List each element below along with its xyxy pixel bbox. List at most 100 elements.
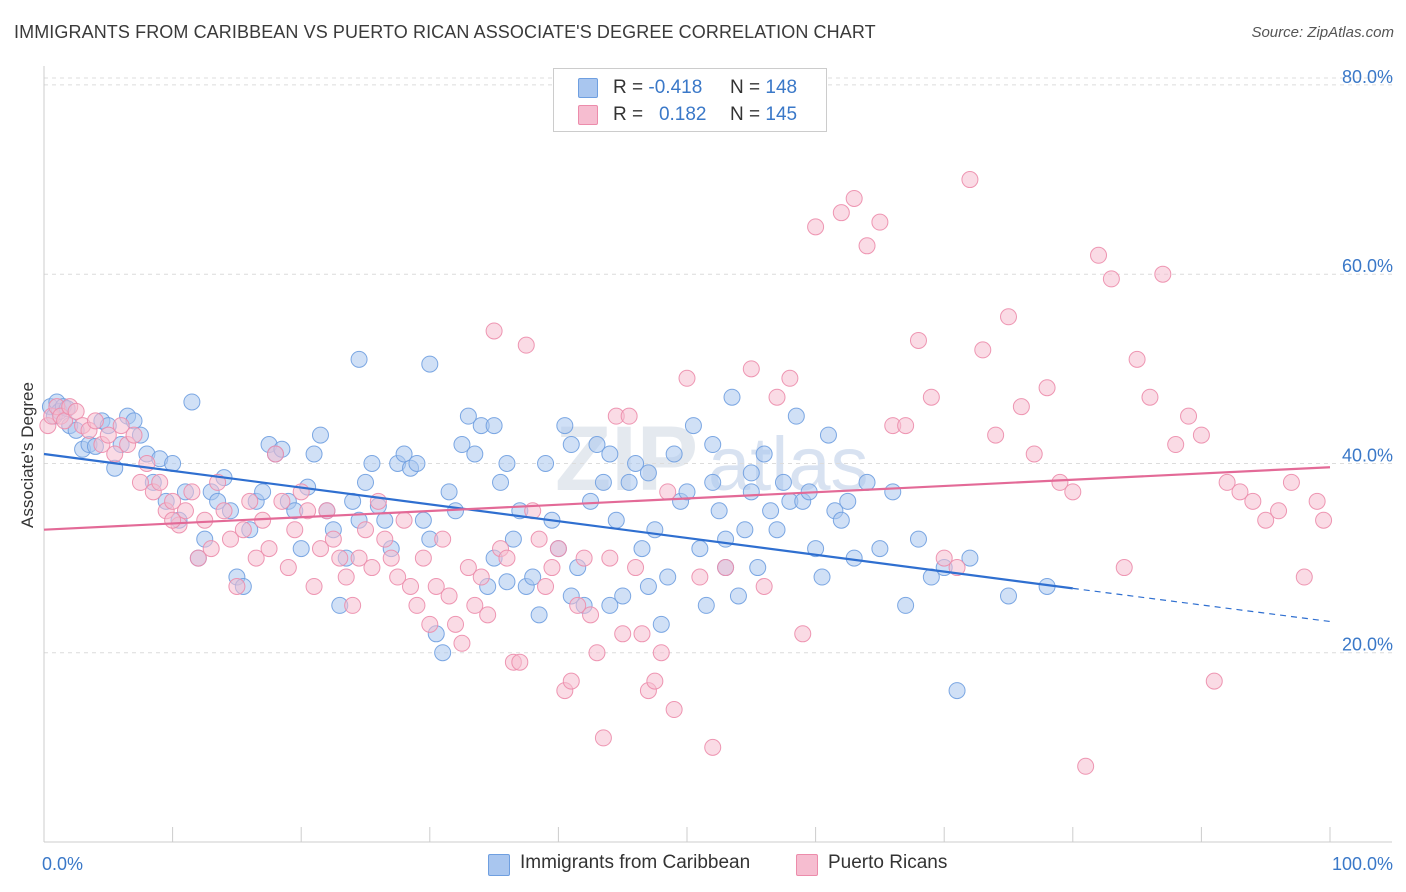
puerto-rican-point — [1282, 473, 1300, 491]
puerto-rican-point — [421, 615, 439, 633]
series-swatch-puerto-rican — [796, 854, 818, 876]
caribbean-point — [183, 393, 201, 411]
puerto-rican-point — [1000, 308, 1017, 326]
caribbean-point — [1000, 587, 1017, 605]
puerto-rican-point — [1257, 511, 1275, 529]
puerto-rican-point — [344, 596, 362, 614]
puerto-rican-point — [357, 521, 374, 539]
puerto-rican-point — [279, 559, 297, 577]
caribbean-point — [762, 502, 780, 520]
caribbean-point — [614, 587, 632, 605]
caribbean-point — [665, 445, 683, 463]
puerto-rican-point — [755, 577, 773, 595]
caribbean-point — [633, 540, 651, 558]
puerto-rican-point — [196, 511, 214, 529]
caribbean-point — [729, 587, 747, 605]
puerto-rican-point — [575, 549, 593, 567]
puerto-rican-point — [627, 559, 645, 577]
puerto-rican-point — [1244, 492, 1262, 510]
puerto-rican-point — [1102, 270, 1120, 288]
caribbean-point — [498, 454, 516, 472]
puerto-rican-point — [427, 577, 445, 595]
caribbean-point — [684, 417, 702, 435]
puerto-rican-point — [1115, 559, 1133, 577]
puerto-rican-point — [646, 672, 664, 690]
puerto-rican-point — [434, 530, 452, 548]
puerto-rican-point — [498, 549, 516, 567]
caribbean-point — [819, 426, 837, 444]
puerto-rican-point — [742, 360, 760, 378]
caribbean-point — [858, 473, 876, 491]
caribbean-point — [350, 350, 368, 368]
source-credit: Source: ZipAtlas.com — [1251, 24, 1394, 41]
puerto-rican-point — [221, 530, 239, 548]
caribbean-point — [742, 483, 760, 501]
puerto-rican-point — [909, 331, 927, 349]
puerto-rican-point — [414, 549, 432, 567]
caribbean-point — [639, 464, 657, 482]
puerto-rican-point — [485, 322, 503, 340]
puerto-rican-point — [376, 530, 394, 548]
puerto-rican-point — [601, 549, 619, 567]
legend-r-value-puerto-rican: 0.182 — [658, 104, 707, 125]
puerto-rican-point — [517, 336, 535, 354]
legend-r-label: R = — [613, 77, 644, 98]
puerto-rican-point — [176, 502, 194, 520]
puerto-rican-point — [1218, 473, 1236, 491]
puerto-rican-point — [549, 540, 567, 558]
caribbean-point — [704, 436, 722, 454]
caribbean-point — [376, 511, 394, 529]
caribbean-point — [357, 473, 374, 491]
puerto-rican-point — [260, 540, 278, 558]
caribbean-point — [723, 388, 741, 406]
caribbean-point — [871, 540, 889, 558]
puerto-rican-point — [164, 492, 182, 510]
caribbean-point — [305, 445, 323, 463]
puerto-rican-point — [678, 369, 696, 387]
puerto-rican-point — [228, 577, 246, 595]
caribbean-point — [588, 436, 606, 454]
caribbean-point — [504, 530, 522, 548]
caribbean-point — [897, 596, 915, 614]
legend-n-value-puerto-rican: 145 — [765, 104, 798, 125]
y-tick-label: 60.0% — [1342, 256, 1393, 276]
puerto-rican-point — [530, 530, 548, 548]
legend-n-label: N = — [730, 104, 761, 125]
series-label-caribbean: Immigrants from Caribbean — [520, 852, 751, 873]
puerto-rican-point — [620, 407, 638, 425]
puerto-rican-point — [832, 204, 850, 222]
puerto-rican-point — [1270, 502, 1288, 520]
puerto-rican-point — [350, 549, 368, 567]
puerto-rican-point — [1077, 757, 1095, 775]
puerto-rican-point — [665, 701, 683, 719]
puerto-rican-point — [1038, 379, 1056, 397]
puerto-rican-point — [1180, 407, 1198, 425]
puerto-rican-point — [652, 644, 670, 662]
legend-r-label: R = — [613, 104, 644, 125]
caribbean-point — [948, 682, 966, 700]
caribbean-point — [627, 454, 645, 472]
puerto-rican-point — [273, 492, 291, 510]
caribbean-point — [807, 540, 825, 558]
puerto-rican-point — [543, 559, 561, 577]
puerto-rican-point — [1315, 511, 1333, 529]
caribbean-point — [961, 549, 979, 567]
chart-title: IMMIGRANTS FROM CARIBBEAN VS PUERTO RICA… — [14, 22, 876, 42]
puerto-rican-point — [871, 213, 889, 231]
caribbean-point — [774, 473, 792, 491]
caribbean-point — [582, 492, 600, 510]
puerto-rican-point — [286, 521, 304, 539]
puerto-rican-point — [202, 540, 220, 558]
caribbean-trend-line-extension — [1072, 587, 1331, 623]
caribbean-point — [485, 417, 503, 435]
caribbean-point — [691, 540, 709, 558]
puerto-rican-point — [569, 596, 587, 614]
puerto-rican-point — [112, 417, 130, 435]
puerto-rican-point — [691, 568, 709, 586]
puerto-rican-point — [459, 559, 477, 577]
caribbean-point — [704, 473, 722, 491]
caribbean-point — [813, 568, 831, 586]
puerto-rican-point — [582, 606, 600, 624]
x-tick-label: 0.0% — [42, 854, 83, 874]
caribbean-point — [292, 540, 310, 558]
